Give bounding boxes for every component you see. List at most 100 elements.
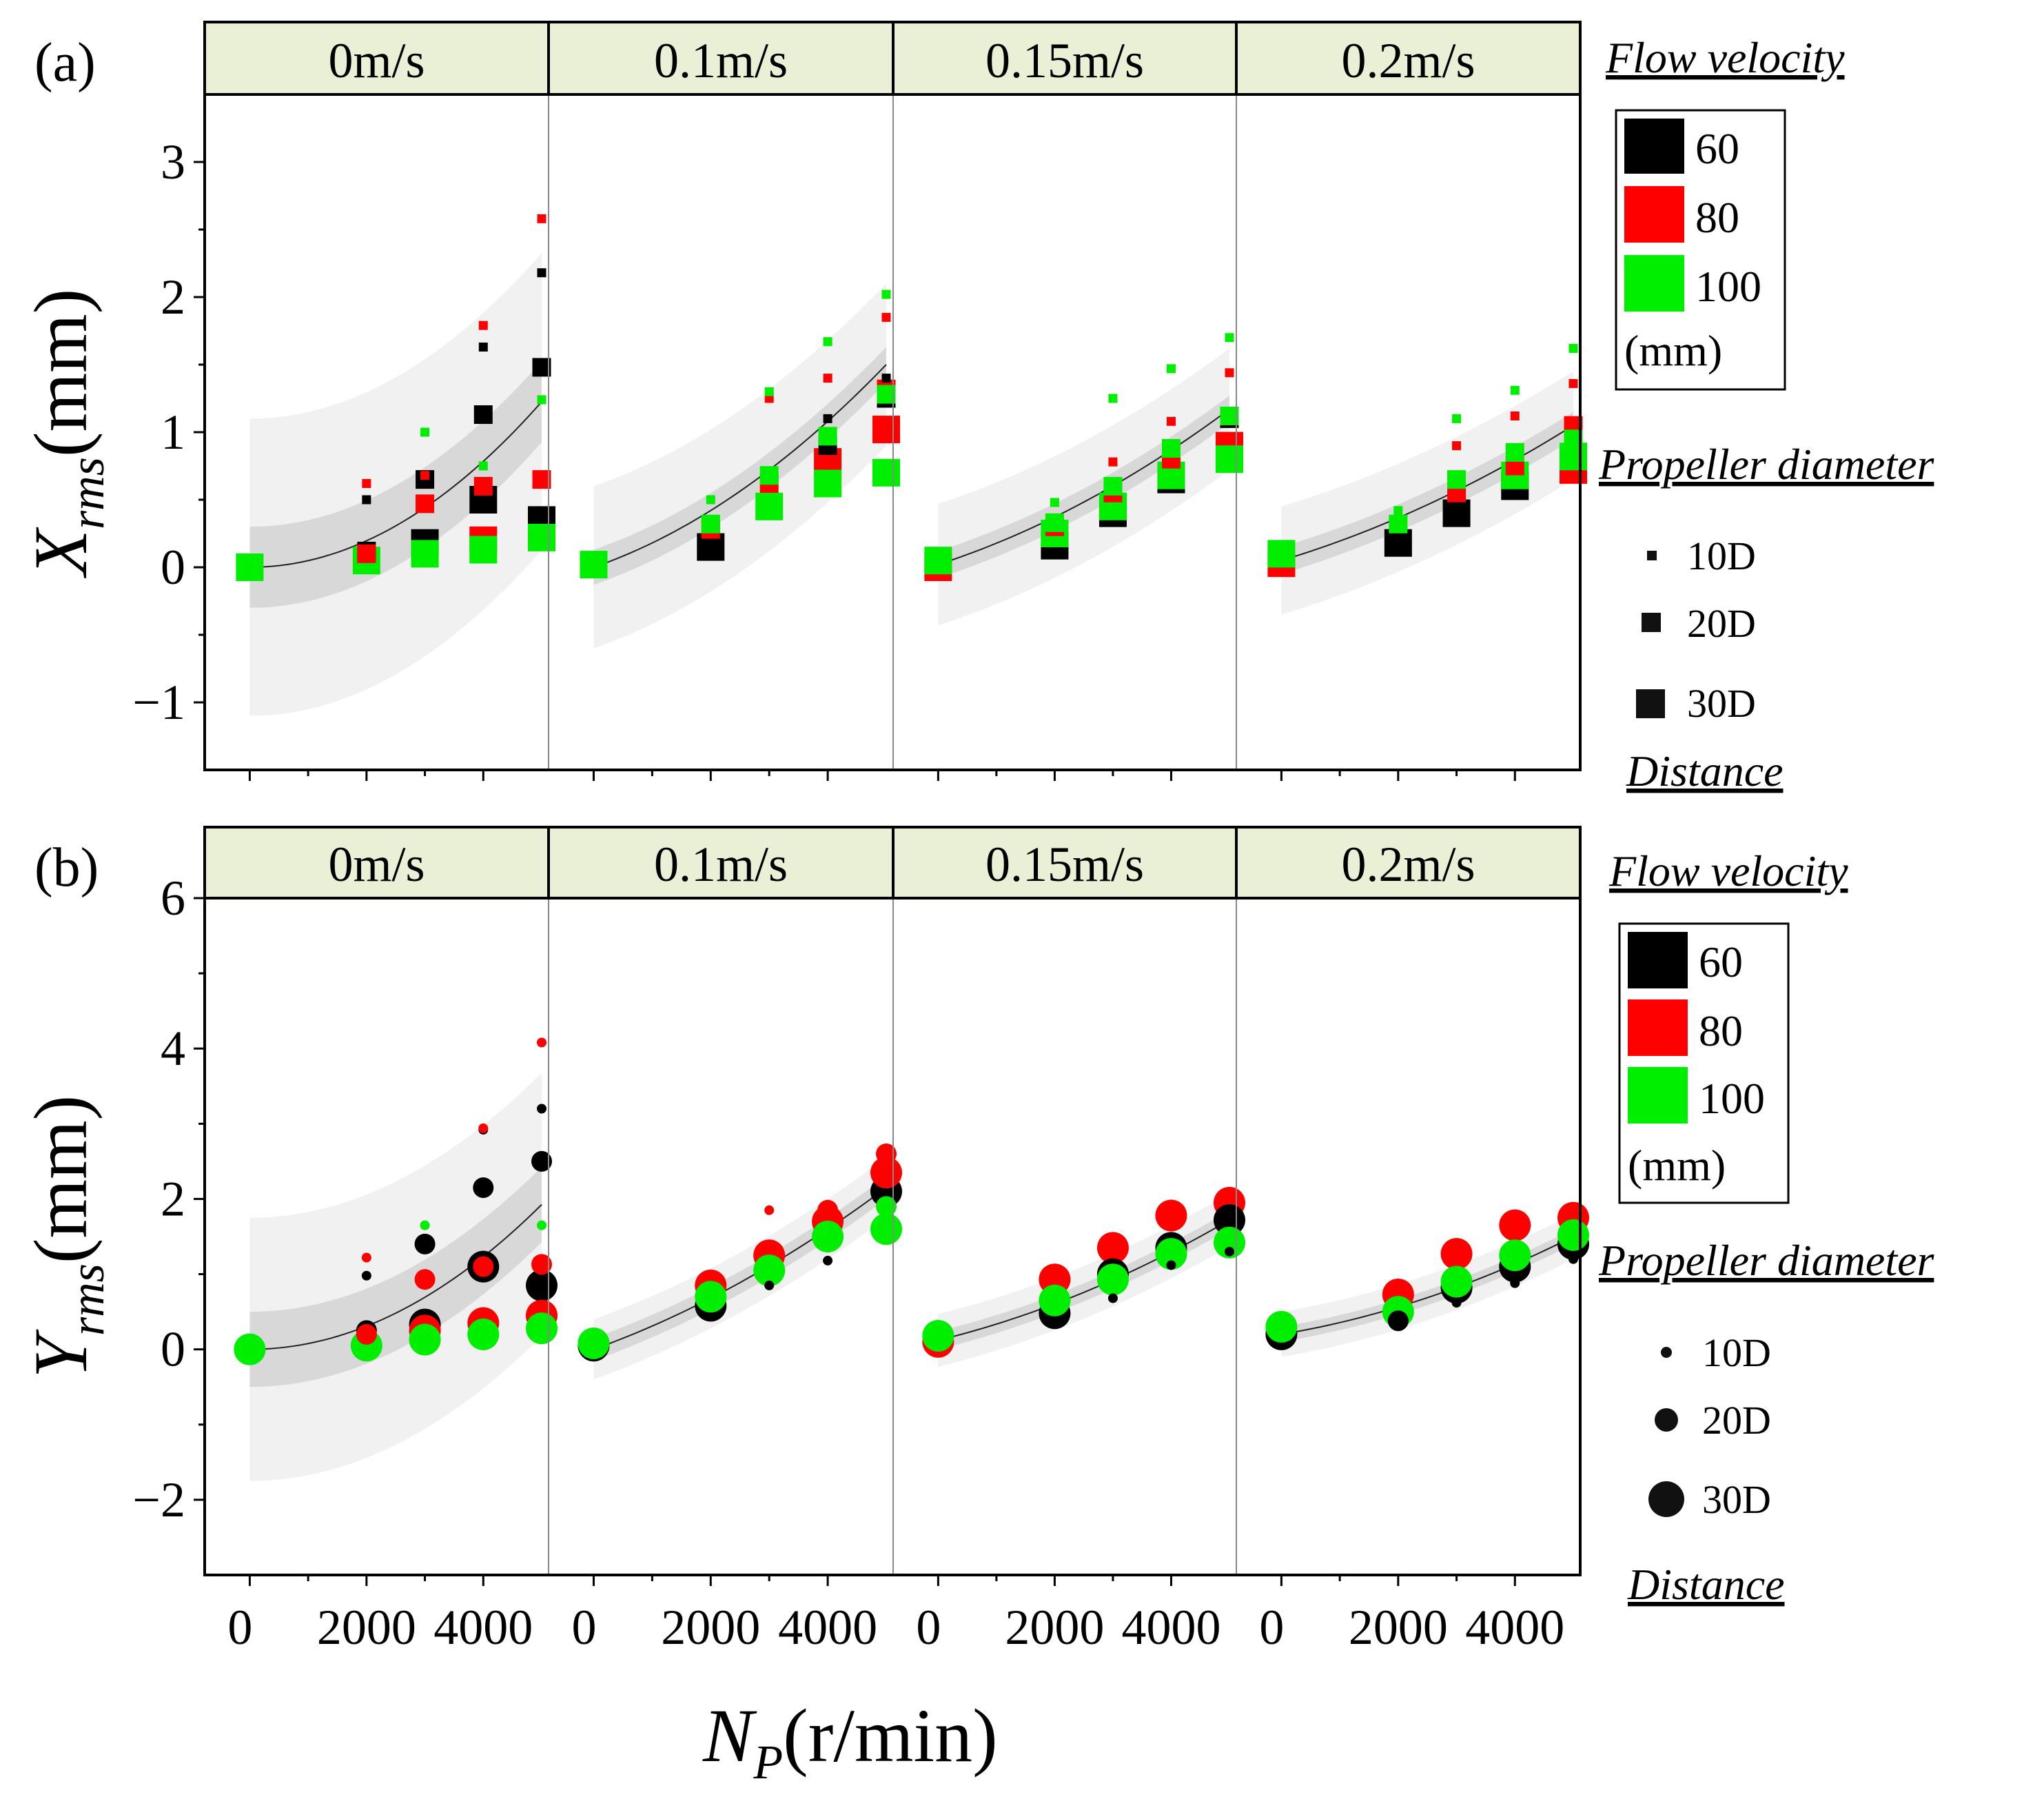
x-tick-label: 0 bbox=[1259, 1600, 1284, 1655]
data-point bbox=[580, 551, 608, 579]
data-point bbox=[818, 427, 837, 446]
data-point bbox=[478, 343, 488, 352]
data-point bbox=[695, 1281, 727, 1313]
data-point bbox=[1447, 470, 1466, 489]
data-point bbox=[362, 495, 371, 505]
data-point bbox=[467, 1318, 500, 1350]
facet-title: 0.15m/s bbox=[985, 837, 1144, 892]
data-point bbox=[469, 536, 498, 564]
data-point bbox=[537, 395, 546, 405]
data-point bbox=[531, 1150, 552, 1172]
fit-curve bbox=[938, 408, 1230, 566]
facet-title: 0.2m/s bbox=[1341, 33, 1475, 88]
legend-a-swatch-60 bbox=[1624, 119, 1684, 174]
facet-b-3: 0.2m/s 0 2000 4000 bbox=[1235, 826, 1589, 1655]
y-tick-label: 2 bbox=[161, 270, 185, 325]
data-point bbox=[701, 514, 720, 533]
y-tick-label: 3 bbox=[161, 134, 185, 190]
facet-a-1: 0.1m/s bbox=[547, 21, 900, 781]
data-point bbox=[1103, 476, 1123, 496]
data-point bbox=[1452, 414, 1462, 423]
facet-a-0: 0m/s bbox=[203, 21, 555, 781]
facet-title: 0.15m/s bbox=[985, 33, 1144, 88]
confidence-band-inner bbox=[593, 347, 886, 585]
confidence-band-outer bbox=[938, 348, 1229, 626]
data-point bbox=[870, 1213, 902, 1246]
data-point bbox=[409, 1323, 441, 1356]
data-point bbox=[1510, 411, 1520, 420]
data-point bbox=[1214, 1226, 1245, 1259]
legend-b-diameter-title: Propeller diameter bbox=[1598, 1236, 1935, 1285]
fit-curve bbox=[249, 401, 542, 568]
data-point bbox=[357, 544, 376, 563]
legend-a-size-10d bbox=[1647, 551, 1657, 560]
facet-header bbox=[892, 21, 1238, 96]
legend-b-size-20d bbox=[1655, 1408, 1678, 1432]
legend-b-dist-10d: 10D bbox=[1702, 1330, 1771, 1375]
legend-b-unit: (mm) bbox=[1628, 1141, 1726, 1190]
data-point bbox=[1568, 378, 1578, 388]
facet-b-0: 0m/s 0 2000 4000 bbox=[203, 826, 558, 1655]
x-axis-label-sub: P bbox=[753, 1736, 783, 1789]
y-axis-label-main: Y bbox=[19, 1329, 103, 1378]
confidence-band-inner bbox=[1281, 1229, 1573, 1342]
y-tick-label: 0 bbox=[161, 540, 185, 595]
data-point bbox=[1393, 506, 1403, 516]
confidence-band-outer bbox=[1281, 1214, 1573, 1357]
data-point bbox=[473, 405, 493, 425]
legend-b-flow-box bbox=[1618, 922, 1790, 1204]
legend-a-diameter-title: Propeller diameter bbox=[1598, 440, 1935, 489]
x-tick-label: 4000 bbox=[778, 1600, 877, 1655]
data-point bbox=[414, 1269, 436, 1290]
x-tick-label: 0 bbox=[227, 1600, 252, 1655]
confidence-band-inner bbox=[249, 1167, 542, 1388]
legend-a-label-100: 100 bbox=[1695, 262, 1761, 311]
data-point bbox=[537, 1104, 546, 1114]
x-tick-label: 2000 bbox=[317, 1600, 416, 1655]
y-axis-label-unit: (mm) bbox=[19, 289, 103, 457]
x-tick-label: 0 bbox=[571, 1600, 596, 1655]
legend-b-size-10d bbox=[1661, 1347, 1672, 1358]
confidence-band-inner bbox=[249, 361, 542, 608]
data-point bbox=[361, 1270, 371, 1281]
data-point bbox=[817, 1199, 839, 1221]
legend-b-size-30d bbox=[1648, 1481, 1684, 1517]
data-point bbox=[361, 1252, 371, 1263]
legend-a-distance-title: Distance bbox=[1626, 746, 1784, 795]
data-point bbox=[1568, 343, 1578, 353]
facet-title: 0m/s bbox=[328, 33, 425, 88]
data-point bbox=[823, 1255, 833, 1266]
data-point bbox=[872, 416, 900, 444]
confidence-band-outer bbox=[593, 283, 886, 649]
facet-title: 0.2m/s bbox=[1341, 837, 1475, 892]
data-point bbox=[420, 427, 430, 437]
y-tick-label: −2 bbox=[132, 1472, 185, 1527]
x-axis-label: NP(r/min) bbox=[702, 1694, 998, 1789]
confidence-band-inner bbox=[938, 396, 1229, 578]
confidence-band-outer bbox=[593, 1157, 886, 1380]
data-point bbox=[881, 289, 891, 299]
data-point bbox=[922, 1320, 954, 1352]
data-point bbox=[823, 374, 832, 383]
legend-a-dist-30d: 30D bbox=[1687, 681, 1756, 726]
data-point bbox=[537, 1220, 546, 1230]
legend-a-swatch-80 bbox=[1624, 186, 1684, 243]
data-point bbox=[1108, 394, 1118, 403]
data-point bbox=[706, 495, 715, 505]
data-point bbox=[1276, 1312, 1287, 1323]
data-point bbox=[1451, 1298, 1462, 1308]
legend-b-swatch-100 bbox=[1628, 1067, 1688, 1124]
legend-a-size-30d bbox=[1636, 689, 1665, 718]
data-point bbox=[537, 1037, 546, 1048]
legend-a: Flow velocity 60 80 100 (mm) Propeller d… bbox=[1598, 33, 1935, 795]
data-point bbox=[1440, 1266, 1473, 1298]
data-point bbox=[1166, 1260, 1176, 1270]
legend-a-flow-title: Flow velocity bbox=[1605, 33, 1845, 82]
data-point bbox=[1039, 1284, 1071, 1317]
data-point bbox=[1155, 1199, 1187, 1232]
data-point bbox=[1499, 1209, 1531, 1241]
panel-label: (a) bbox=[34, 32, 96, 93]
facet-title: 0.1m/s bbox=[654, 837, 788, 892]
facet-title: 0m/s bbox=[328, 837, 425, 892]
data-point bbox=[1442, 499, 1471, 527]
